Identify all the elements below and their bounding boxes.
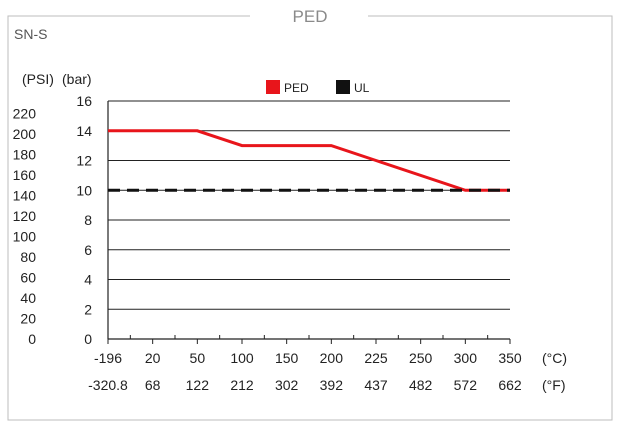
y-tick-label-bar: 4 — [84, 272, 92, 288]
y-tick-label-psi: 80 — [20, 249, 36, 265]
y-tick-label-bar: 14 — [76, 123, 92, 139]
legend-swatch-ped — [266, 80, 280, 94]
series-line-ped — [108, 129, 510, 192]
y-tick-label-psi: 200 — [13, 126, 37, 142]
legend-label-ul: UL — [354, 81, 370, 95]
y-tick-label-psi: 60 — [20, 269, 36, 285]
chart-title: PED — [293, 7, 328, 26]
y-tick-label-bar: 8 — [84, 212, 92, 228]
y-tick-label-bar: 2 — [84, 301, 92, 317]
x-tick-label-f: 662 — [498, 377, 522, 393]
x-tick-label-c: 100 — [230, 350, 254, 366]
y-tick-label-bar: 0 — [84, 331, 92, 347]
y-tick-label-bar: 16 — [76, 93, 92, 109]
y-tick-label-psi: 0 — [28, 331, 36, 347]
y-tick-label-psi: 40 — [20, 290, 36, 306]
x-tick-label-c: 200 — [320, 350, 344, 366]
x-tick-label-c: 300 — [454, 350, 478, 366]
legend: PED UL — [266, 80, 370, 95]
x-unit-f: (°F) — [542, 377, 565, 393]
x-unit-c: (°C) — [542, 350, 567, 366]
x-tick-label-f: 572 — [454, 377, 478, 393]
frame-border — [7, 15, 613, 421]
y-tick-label-bar: 10 — [76, 182, 92, 198]
x-tick-label-f: 392 — [320, 377, 344, 393]
x-tick-label-c: 150 — [275, 350, 299, 366]
y-tick-label-psi: 20 — [20, 310, 36, 326]
x-tick-label-f: 212 — [230, 377, 254, 393]
x-tick-label-f: 482 — [409, 377, 433, 393]
y-unit-psi: (PSI) — [22, 71, 54, 87]
x-tick-label-f: -320.8 — [88, 377, 128, 393]
y-tick-label-bar: 12 — [76, 153, 92, 169]
x-tick-label-f: 68 — [145, 377, 161, 393]
x-tick-label-c: 250 — [409, 350, 433, 366]
x-tick-label-c: 350 — [498, 350, 522, 366]
x-tick-label-c: -196 — [94, 350, 122, 366]
x-tick-label-f: 437 — [364, 377, 388, 393]
y-tick-label-psi: 160 — [13, 167, 37, 183]
x-tick-label-c: 225 — [364, 350, 388, 366]
x-tick-label-f: 122 — [186, 377, 210, 393]
x-tick-label-c: 20 — [145, 350, 161, 366]
y-tick-label-psi: 140 — [13, 187, 37, 203]
y-tick-label-psi: 180 — [13, 146, 37, 162]
y-tick-label-psi: 120 — [13, 208, 37, 224]
y-unit-bar: (bar) — [62, 71, 92, 87]
legend-swatch-ul — [336, 80, 350, 94]
x-tick-labels: -196 -320.8 20 68 50 122 100 212 150 302 200 392 225… — [88, 350, 522, 393]
y-tick-label-bar: 6 — [84, 242, 92, 258]
y-tick-label-psi: 220 — [13, 105, 37, 121]
legend-label-ped: PED — [284, 81, 309, 95]
x-tick-label-c: 50 — [190, 350, 206, 366]
series-lines — [108, 129, 510, 192]
axes — [107, 101, 511, 344]
y-tick-labels-bar: 16 14 12 10 8 6 4 2 0 — [76, 93, 92, 347]
y-tick-label-psi: 100 — [13, 228, 37, 244]
chart-subtitle: SN-S — [14, 26, 47, 42]
x-tick-label-f: 302 — [275, 377, 299, 393]
